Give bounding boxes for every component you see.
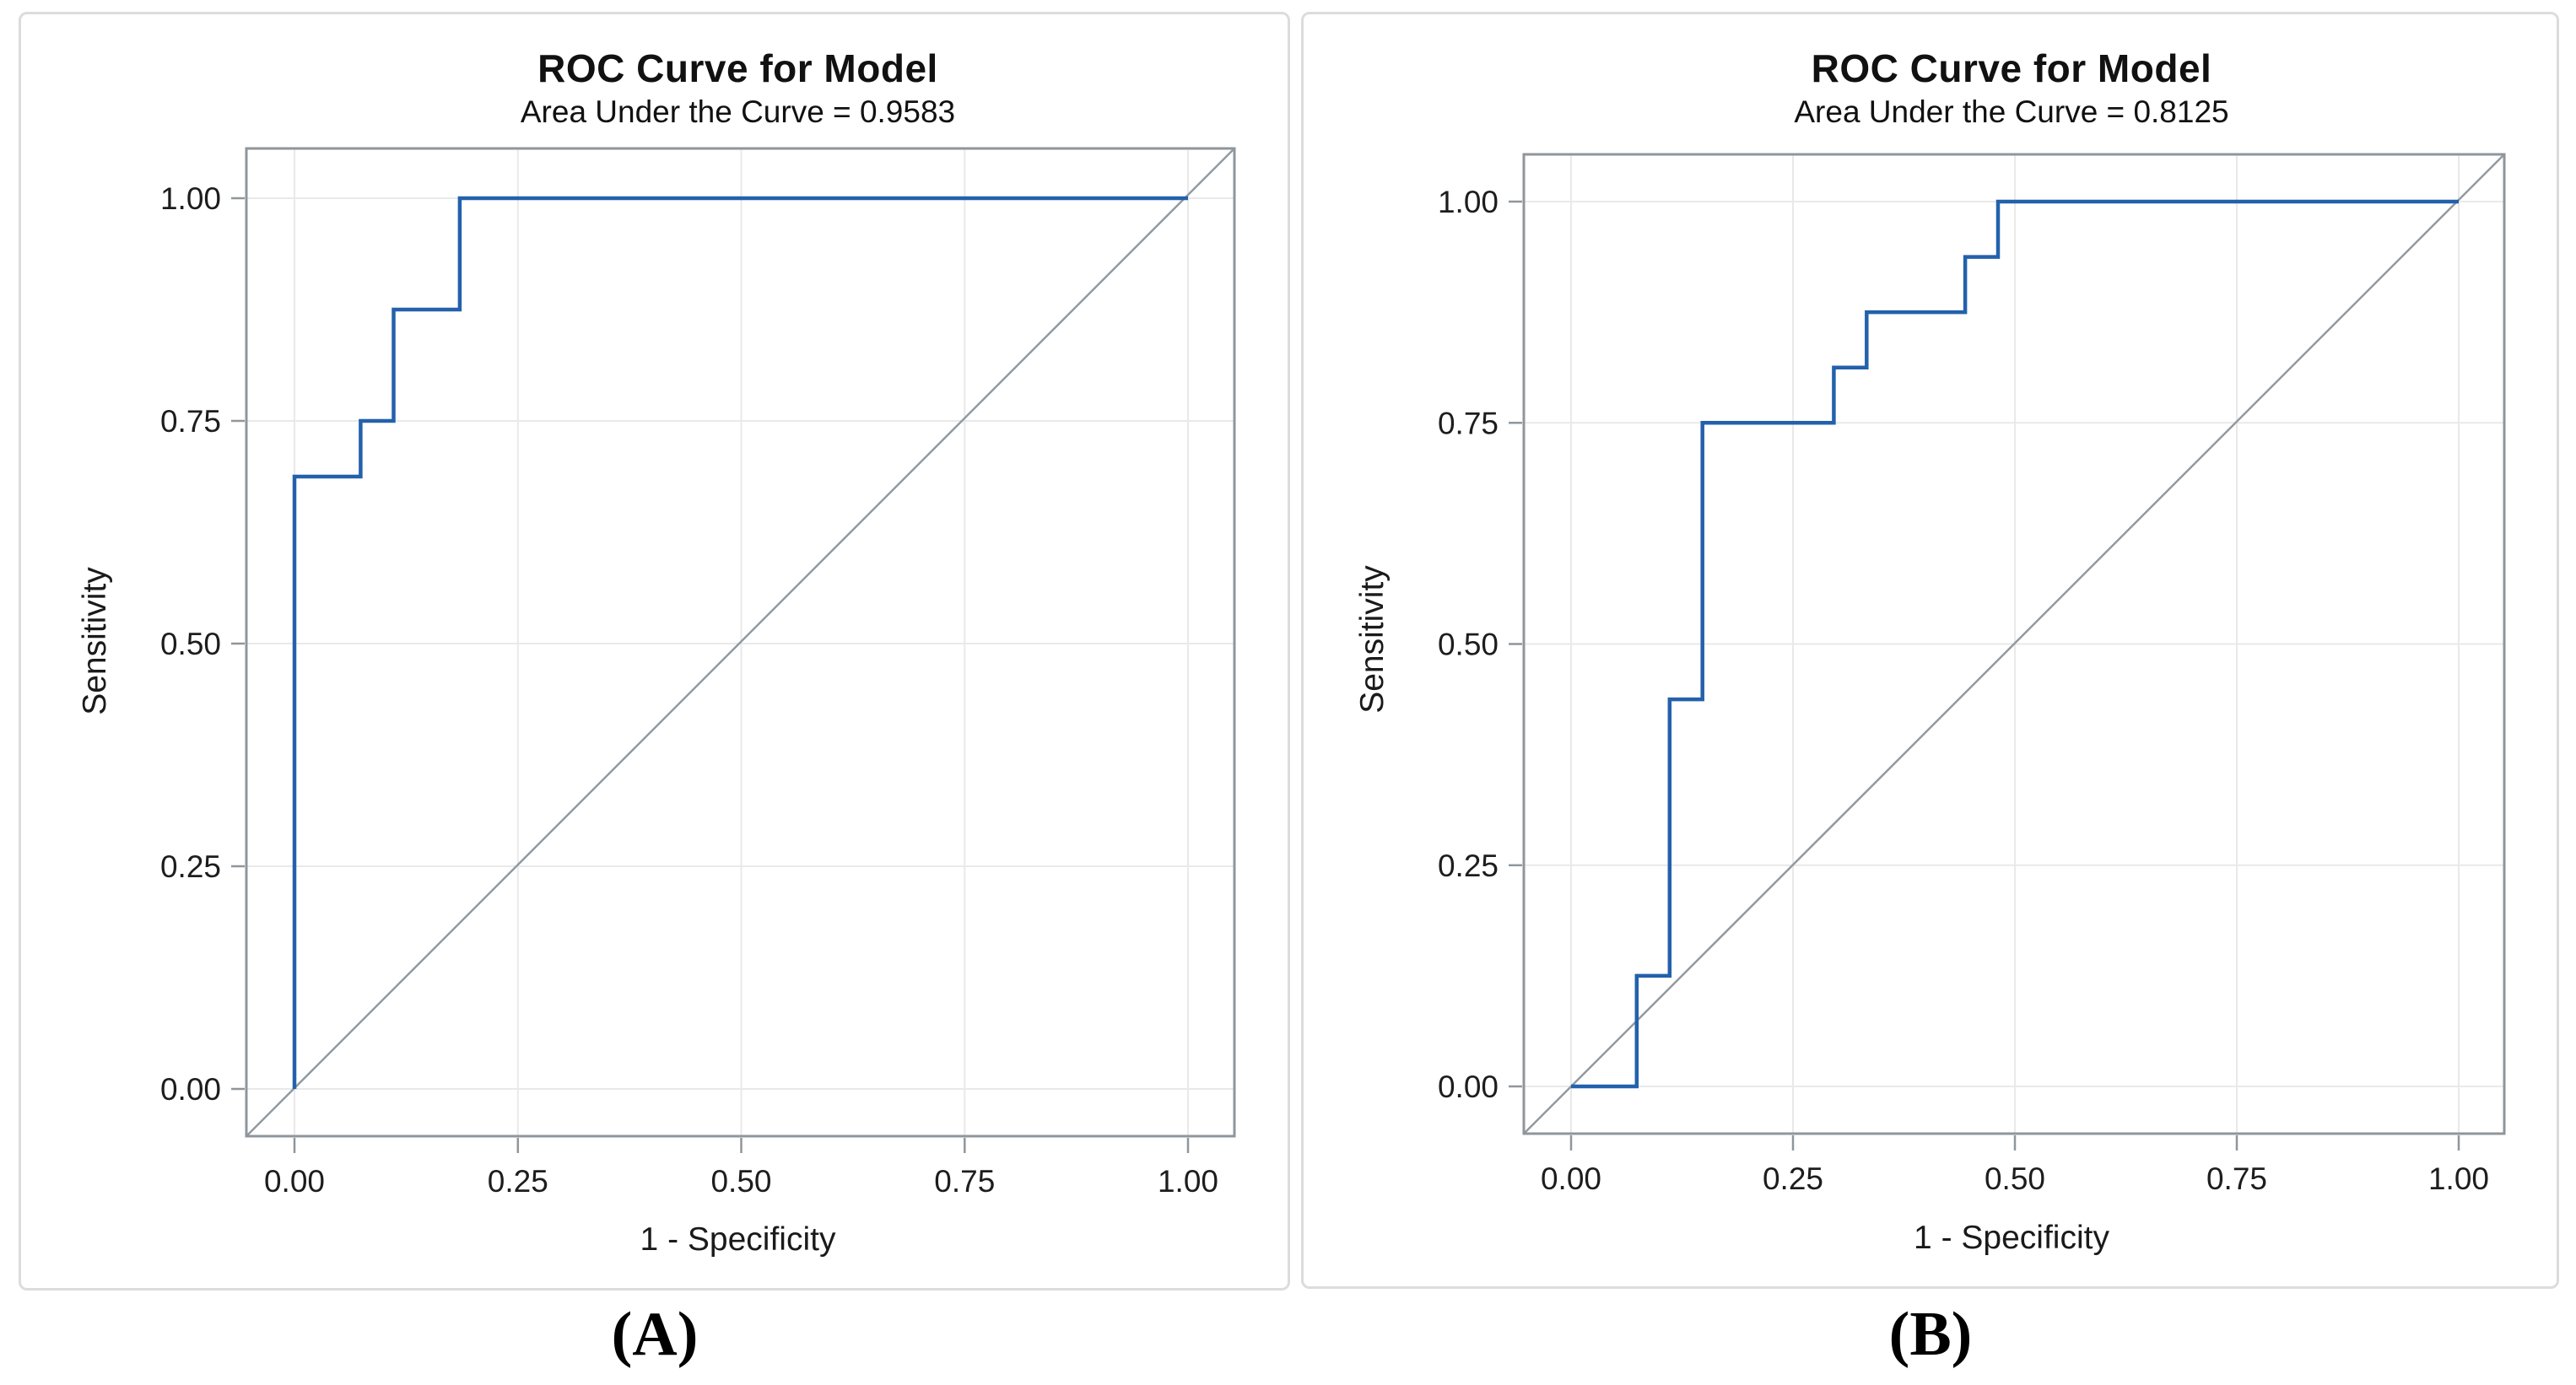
chart-subtitle-b: Area Under the Curve = 0.8125 <box>1794 94 2229 129</box>
roc-panel-b: 0.00 0.25 0.50 0.75 1.00 0.00 0.25 0.50 0.75 1.00 <box>1301 12 2559 1289</box>
roc-panel-a: 0.00 0.25 0.50 0.75 1.00 0.00 0.25 0.50 0.75 1.00 <box>19 12 1290 1291</box>
x-tick-label: 1.00 <box>2428 1161 2489 1196</box>
chart-subtitle-a: Area Under the Curve = 0.9583 <box>520 94 956 129</box>
plot-frame <box>245 147 1236 1138</box>
x-tick-label: 1.00 <box>1158 1164 1218 1199</box>
x-tick-label: 0.75 <box>934 1164 995 1199</box>
chart-title-b: ROC Curve for Model <box>1811 46 2212 90</box>
roc-chart-a: 0.00 0.25 0.50 0.75 1.00 0.00 0.25 0.50 0.75 1.00 <box>160 147 1236 1199</box>
panel-caption-a: (A) <box>611 1300 699 1369</box>
y-tick-label: 1.00 <box>1438 185 1499 219</box>
x-tick-label: 0.25 <box>488 1164 548 1199</box>
x-tick-label: 0.50 <box>1985 1161 2045 1196</box>
x-tick-label: 0.00 <box>1541 1161 1601 1196</box>
x-axis-label-a: 1 - Specificity <box>640 1221 836 1258</box>
chart-title-a: ROC Curve for Model <box>537 46 938 90</box>
y-tick-label: 0.50 <box>1438 628 1499 662</box>
y-tick-label: 0.25 <box>160 849 221 884</box>
x-tick-label: 0.50 <box>710 1164 771 1199</box>
x-tick-label: 0.00 <box>264 1164 325 1199</box>
y-axis-label-b: Sensitivity <box>1354 565 1391 714</box>
roc-curve <box>1571 199 2459 1089</box>
y-tick-label: 0.00 <box>160 1072 221 1107</box>
y-tick-label: 0.75 <box>160 404 221 439</box>
x-tick-label: 0.25 <box>1763 1161 1823 1196</box>
y-tick-label: 0.25 <box>1438 849 1499 883</box>
diagonal-reference-line <box>246 148 1235 1137</box>
y-axis-label-a: Sensitivity <box>77 567 113 715</box>
panel-caption-b: (B) <box>1888 1300 1973 1369</box>
roc-chart-b: 0.00 0.25 0.50 0.75 1.00 0.00 0.25 0.50 0.75 1.00 <box>1438 153 2506 1196</box>
y-tick-label: 0.50 <box>160 627 221 661</box>
plot-frame <box>1522 153 2506 1135</box>
y-tick-label: 0.00 <box>1438 1070 1499 1104</box>
roc-curve <box>292 196 1188 1089</box>
x-tick-label: 0.75 <box>2206 1161 2267 1196</box>
y-tick-label: 1.00 <box>160 181 221 216</box>
x-axis-label-b: 1 - Specificity <box>1914 1220 2109 1256</box>
y-tick-label: 0.75 <box>1438 406 1499 440</box>
diagonal-reference-line <box>1523 154 2505 1134</box>
